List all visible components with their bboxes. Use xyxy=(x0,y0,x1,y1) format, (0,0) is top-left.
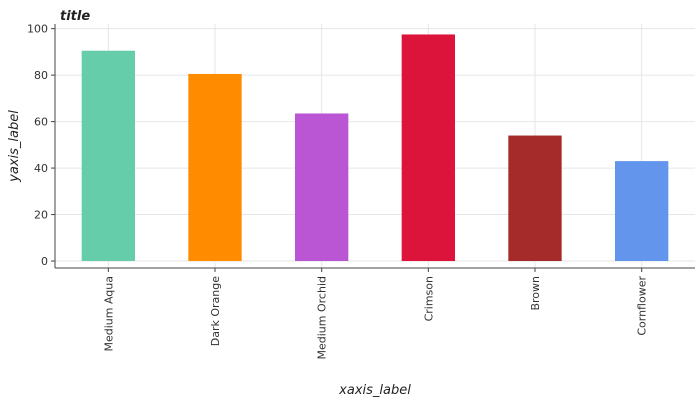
x-axis: Medium Aqua Dark Orange Medium Orchid Crims… xyxy=(55,267,695,359)
x-tick-label: Brown xyxy=(529,276,542,311)
bar-dark-orange xyxy=(188,73,242,262)
y-tick-label: 100 xyxy=(27,23,48,36)
y-axis: 0 20 40 60 80 100 xyxy=(27,23,56,268)
y-tick-label: 40 xyxy=(34,162,48,175)
bars xyxy=(81,34,669,262)
bar-cornflower xyxy=(615,161,669,262)
x-tick-label: Crimson xyxy=(422,276,435,321)
x-tick-label: Medium Aqua xyxy=(102,276,115,352)
x-axis-label: xaxis_label xyxy=(338,383,411,398)
y-tick-label: 60 xyxy=(34,116,48,129)
y-tick-label: 0 xyxy=(41,255,48,268)
y-tick-label: 20 xyxy=(34,209,48,222)
plot-background xyxy=(55,24,695,268)
x-tick-label: Medium Orchid xyxy=(316,276,329,359)
chart-title: title xyxy=(60,9,90,24)
bar-medium-orchid xyxy=(295,113,349,262)
gridlines xyxy=(55,24,695,268)
x-tick-label: Dark Orange xyxy=(209,276,222,346)
bar-brown xyxy=(508,135,562,262)
y-axis-label: yaxis_label xyxy=(7,110,22,183)
x-tick-label: Cornflower xyxy=(636,276,649,336)
bar-medium-aqua xyxy=(81,50,135,262)
bar-crimson xyxy=(401,34,455,262)
y-tick-label: 80 xyxy=(34,69,48,82)
